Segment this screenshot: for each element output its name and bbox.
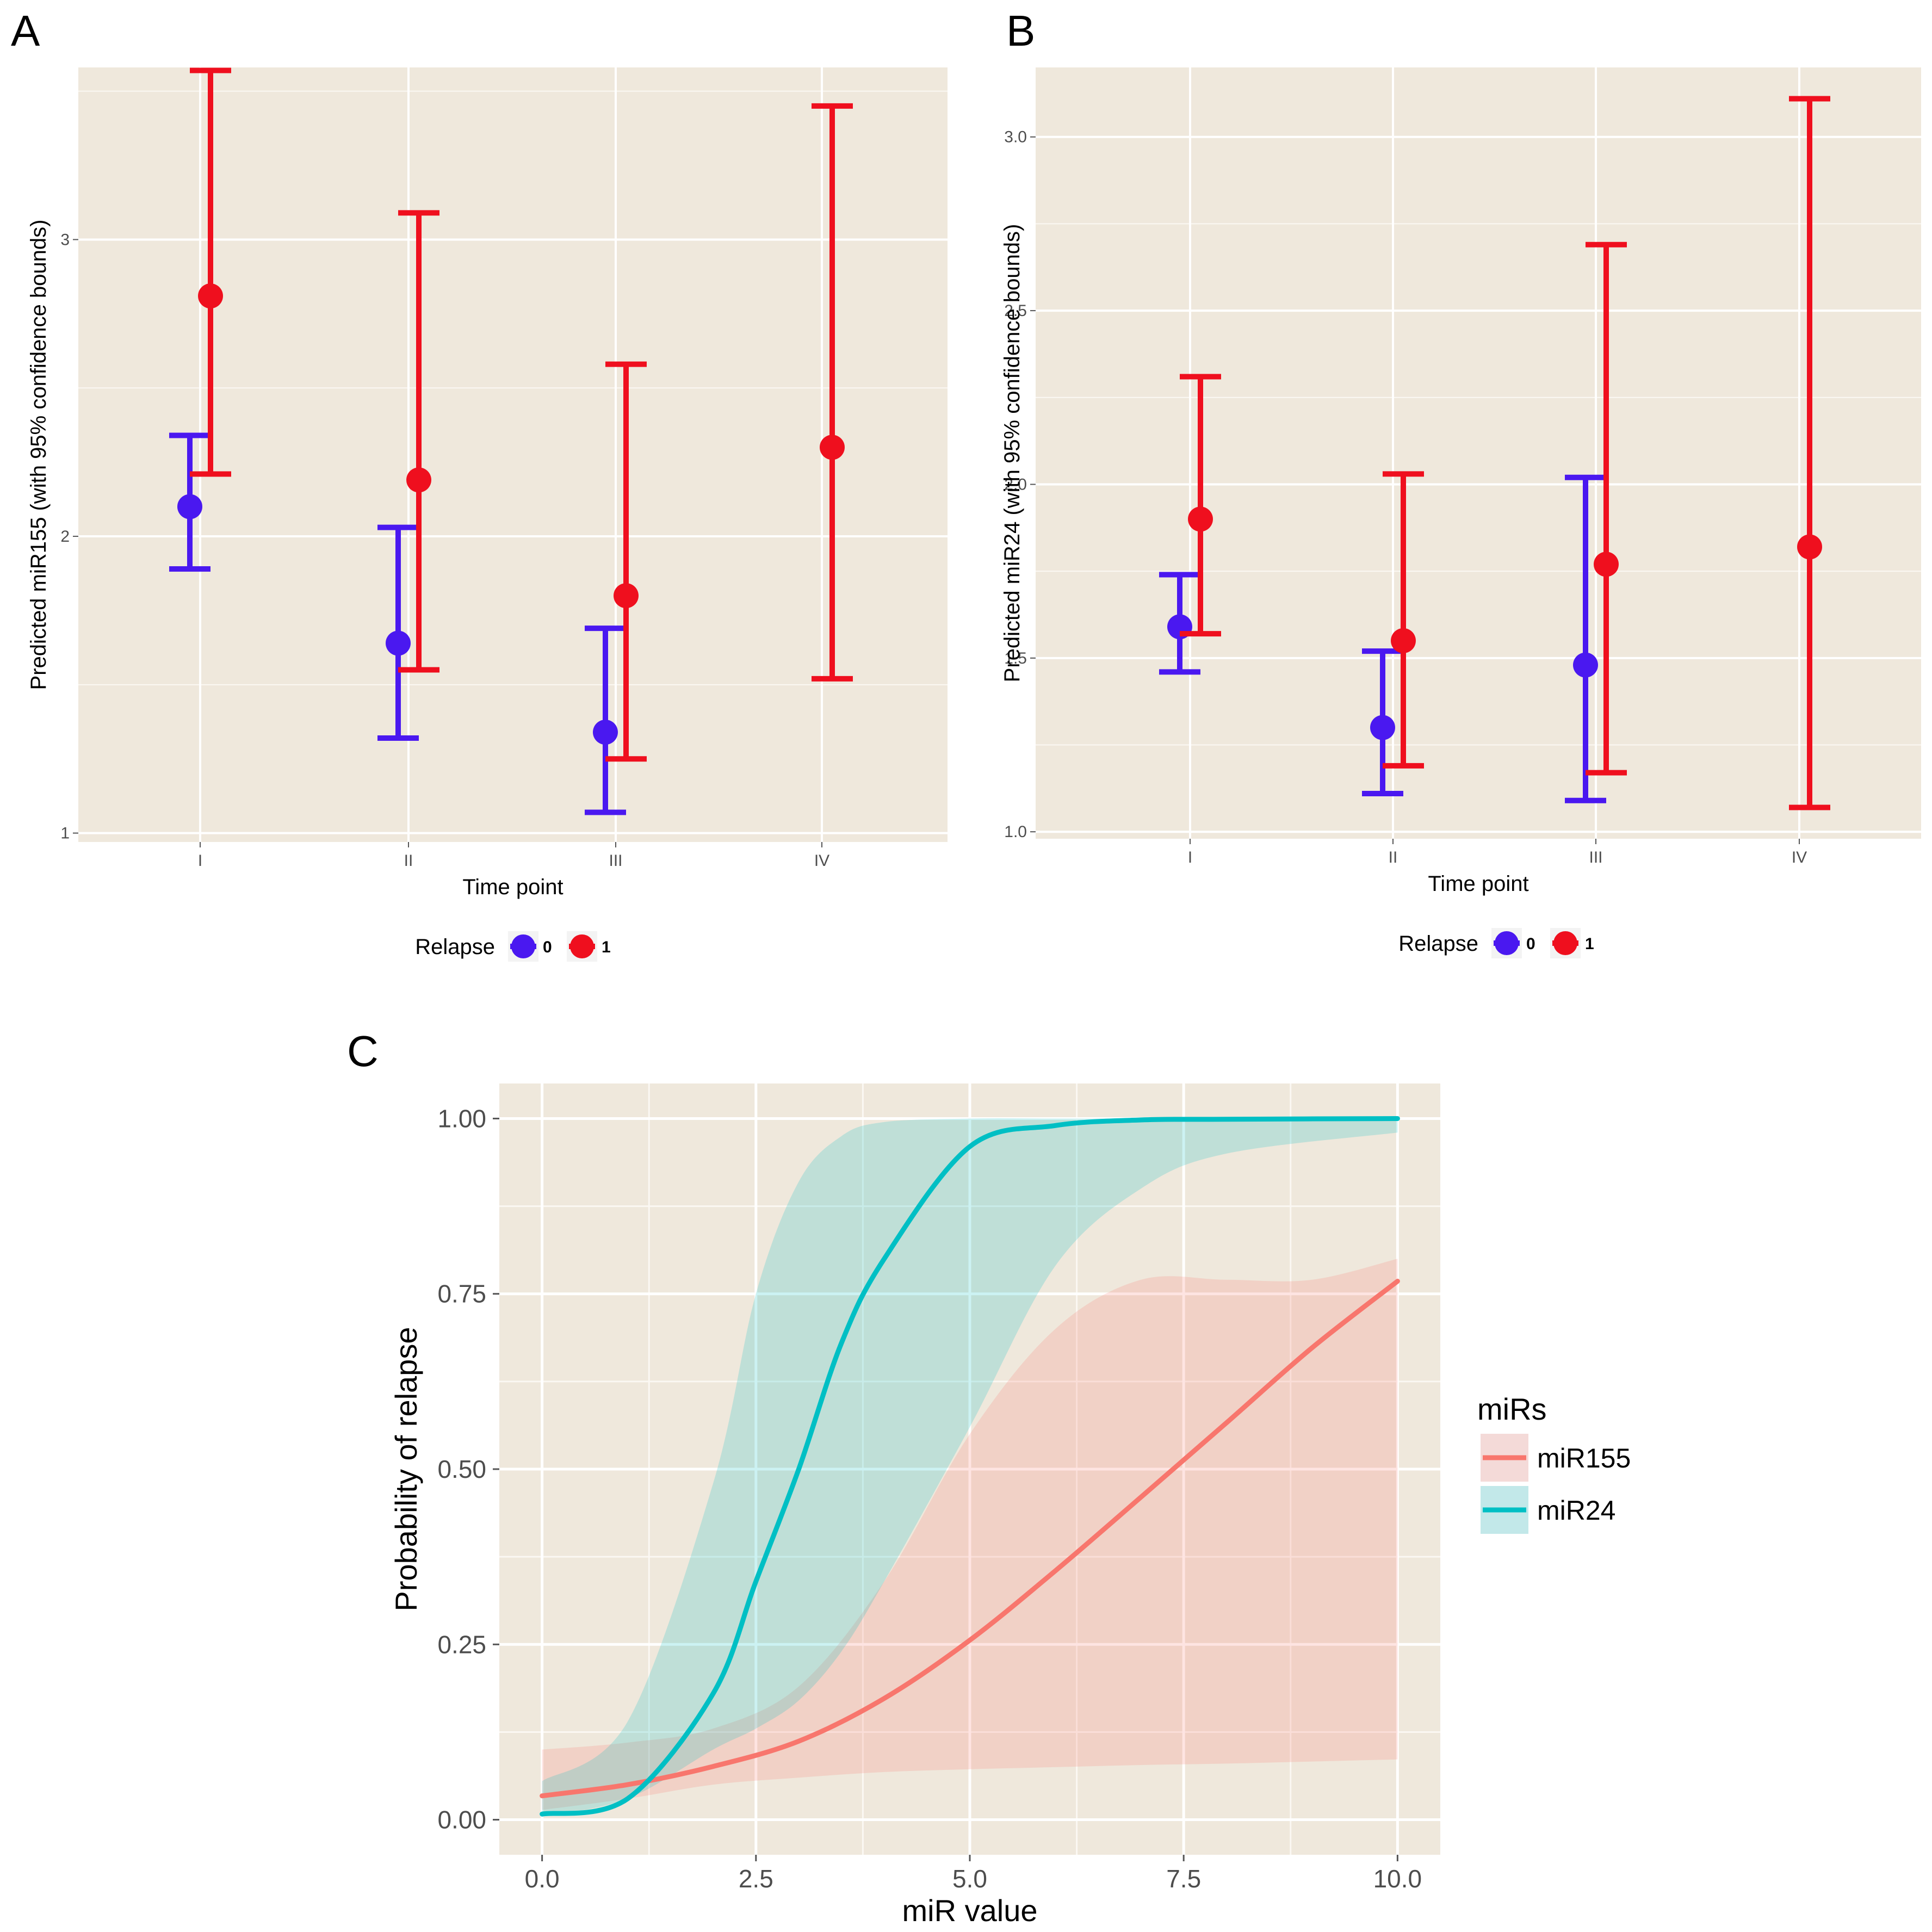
x-axis-title: Time point [462,875,563,899]
legend-label: 0 [1526,935,1535,953]
data-point-1 [406,467,431,493]
x-tick-label: II [1389,849,1398,866]
x-tick-label: I [1188,849,1192,866]
x-axis-title: miR value [902,1893,1038,1928]
panel-label-a: A [11,7,40,55]
y-tick-label: 3.0 [1004,128,1027,146]
legend-key-point [511,934,535,958]
x-tick-label: III [609,852,622,870]
legend-label: miR24 [1537,1495,1615,1526]
y-tick-label: 3 [60,231,70,249]
legend-key-point [570,934,594,958]
legend-key-point [1495,931,1519,955]
panel-label-c: C [347,1027,379,1075]
x-tick-label: 7.5 [1166,1865,1201,1893]
y-tick-label: 1.00 [437,1104,486,1132]
data-point-1 [1594,552,1619,577]
x-tick-label: I [198,852,202,870]
y-tick-label: 1.5 [1004,649,1027,667]
x-tick-label: 5.0 [952,1865,987,1893]
y-tick-label: 0.75 [437,1280,486,1308]
series-line-miR155 [540,1279,1400,1799]
y-tick-label: 2 [60,528,70,546]
panel-c-chart: 0.0 2.5 5.0 7.5 10.0 0.00 0.25 0.50 0.75 1.00 miR … [389,1083,1631,1928]
legend-label: 1 [1585,935,1594,953]
x-tick-label: 10.0 [1373,1865,1422,1893]
legend-label: 0 [543,938,552,956]
series-line-miR24 [540,1116,1400,1817]
plot-panel [1036,67,1921,839]
data-point-0 [386,630,411,656]
data-point-1 [1391,628,1416,653]
x-tick-label: 0.0 [525,1865,560,1893]
y-axis-title: Probability of relapse [389,1327,423,1612]
y-tick-label: 2.5 [1004,302,1027,320]
legend-title: Relapse [1398,932,1478,956]
data-point-0 [1573,652,1598,678]
data-point-0 [1370,715,1395,740]
y-tick-label: 0.50 [437,1455,486,1483]
x-tick-label: 2.5 [739,1865,773,1893]
data-point-0 [593,720,618,745]
legend-key-point [1553,931,1577,955]
legend-title: miRs [1477,1392,1547,1426]
y-axis-title: Predicted miR24 (with 95% confidence bou… [1000,224,1024,683]
x-tick-label: IV [1792,849,1807,866]
y-tick-label: 2.0 [1004,475,1027,493]
y-tick-label: 0.25 [437,1630,486,1658]
confidence-ribbon-miR155 [542,1259,1398,1810]
plot-panel [78,67,948,842]
x-axis-title: Time point [1428,872,1528,896]
legend-label: miR155 [1537,1443,1631,1473]
x-tick-label: II [404,852,413,870]
y-tick-label: 1.0 [1004,823,1027,841]
data-point-0 [177,494,202,519]
panel-label-b: B [1006,7,1035,55]
y-axis-title: Predicted miR155 (with 95% confidence bo… [27,220,51,690]
data-point-1 [820,435,845,460]
data-point-1 [1188,506,1213,532]
data-point-1 [614,583,639,609]
data-point-1 [1797,534,1822,560]
data-point-1 [198,283,223,309]
legend-label: 1 [602,938,611,956]
y-tick-label: 1 [60,825,70,843]
y-tick-label: 0.00 [437,1806,486,1834]
legend-title: Relapse [415,935,495,959]
x-tick-label: IV [814,852,829,870]
confidence-ribbon-miR24 [542,1118,1398,1817]
x-tick-label: III [1589,849,1602,866]
